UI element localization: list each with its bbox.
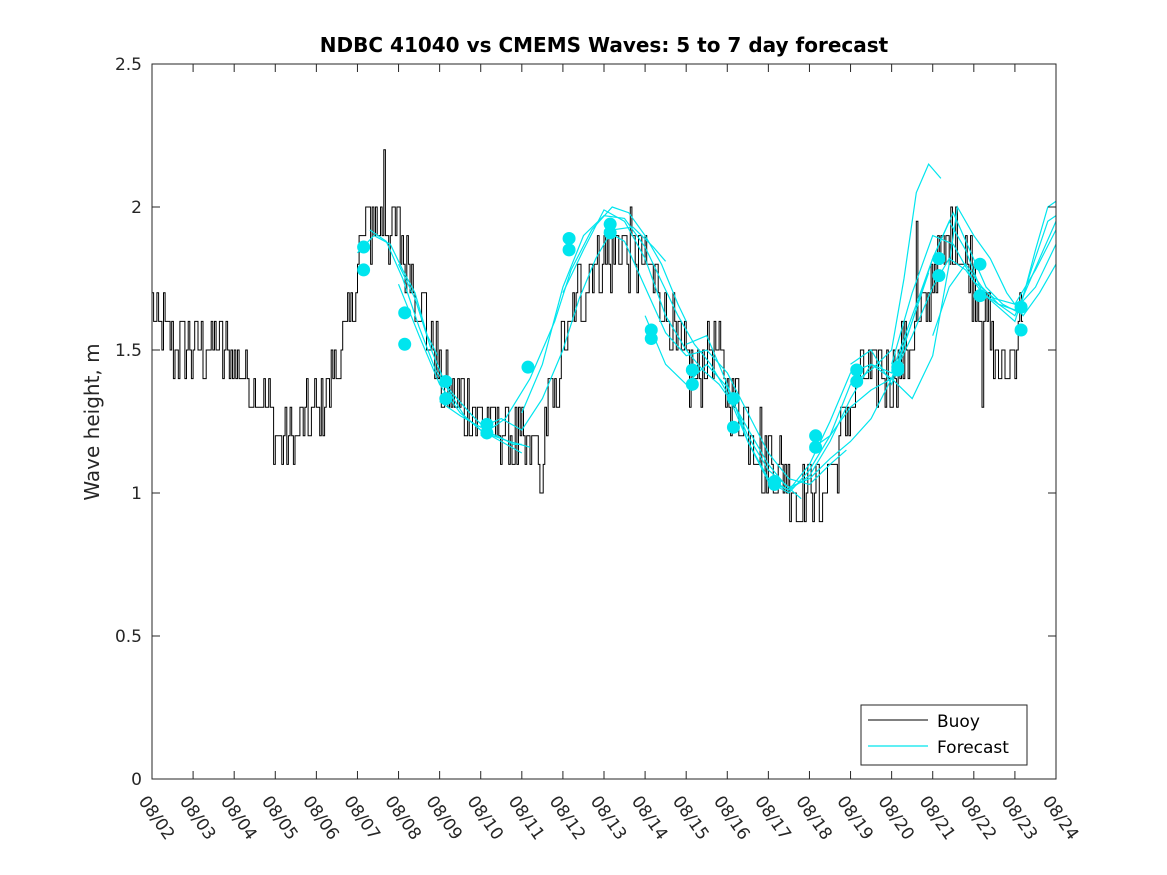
forecast-marker [768, 477, 782, 491]
forecast-marker [398, 306, 412, 320]
forecast-marker [1014, 323, 1028, 337]
forecast-marker [932, 251, 946, 265]
y-tick-label: 1 [131, 484, 142, 504]
forecast-series-group [357, 162, 1057, 500]
forecast-marker [726, 420, 740, 434]
forecast-marker [726, 392, 740, 406]
forecast-marker [973, 257, 987, 271]
forecast-marker [562, 231, 576, 245]
forecast-marker [891, 363, 905, 377]
legend-buoy-label: Buoy [937, 712, 980, 732]
forecast-marker [685, 363, 699, 377]
forecast-marker [850, 363, 864, 377]
y-axis-ticks: 0 0.5 1 1.5 2 2.5 [115, 55, 1056, 790]
forecast-marker [562, 243, 576, 257]
forecast-marker [850, 374, 864, 388]
chart-title: NDBC 41040 vs CMEMS Waves: 5 to 7 day fo… [320, 33, 889, 57]
y-tick-label: 1.5 [115, 341, 142, 361]
buoy-line [152, 149, 1024, 523]
forecast-line-4 [397, 283, 523, 454]
buoy-series [152, 149, 1024, 523]
forecast-line-12 [726, 215, 1057, 491]
y-tick-label: 0 [131, 770, 142, 790]
forecast-marker [357, 263, 371, 277]
forecast-line-5 [439, 226, 667, 431]
forecast-marker [685, 377, 699, 391]
forecast-marker [932, 269, 946, 283]
forecast-marker [439, 392, 453, 406]
forecast-marker [1014, 300, 1028, 314]
forecast-marker [809, 440, 823, 454]
forecast-marker [398, 337, 412, 351]
forecast-marker [644, 332, 658, 346]
forecast-line-17 [932, 221, 1057, 336]
y-tick-label: 2.5 [115, 55, 142, 75]
forecast-line-16 [891, 229, 1057, 365]
forecast-line-9 [603, 229, 847, 486]
forecast-markers [357, 217, 1028, 491]
y-axis-label: Wave height, m [80, 343, 104, 500]
plot-area [152, 64, 1056, 779]
y-tick-label: 2 [131, 198, 142, 218]
forecast-line-6 [480, 206, 687, 437]
forecast-line-8 [562, 209, 802, 500]
legend-forecast-label: Forecast [937, 738, 1009, 758]
forecast-marker [973, 289, 987, 303]
forecast-line-7 [521, 214, 728, 414]
forecast-marker [809, 429, 823, 443]
forecast-line-15 [850, 200, 1057, 386]
forecast-marker [521, 360, 535, 374]
legend: Buoy Forecast [860, 704, 1028, 766]
forecast-line-13 [768, 162, 942, 494]
y-tick-label: 0.5 [115, 627, 142, 647]
forecast-marker [357, 240, 371, 254]
forecast-line-10 [644, 272, 930, 488]
forecast-marker [603, 226, 617, 240]
forecast-marker [480, 426, 494, 440]
legend-box [860, 704, 1028, 766]
forecast-marker [439, 374, 453, 388]
